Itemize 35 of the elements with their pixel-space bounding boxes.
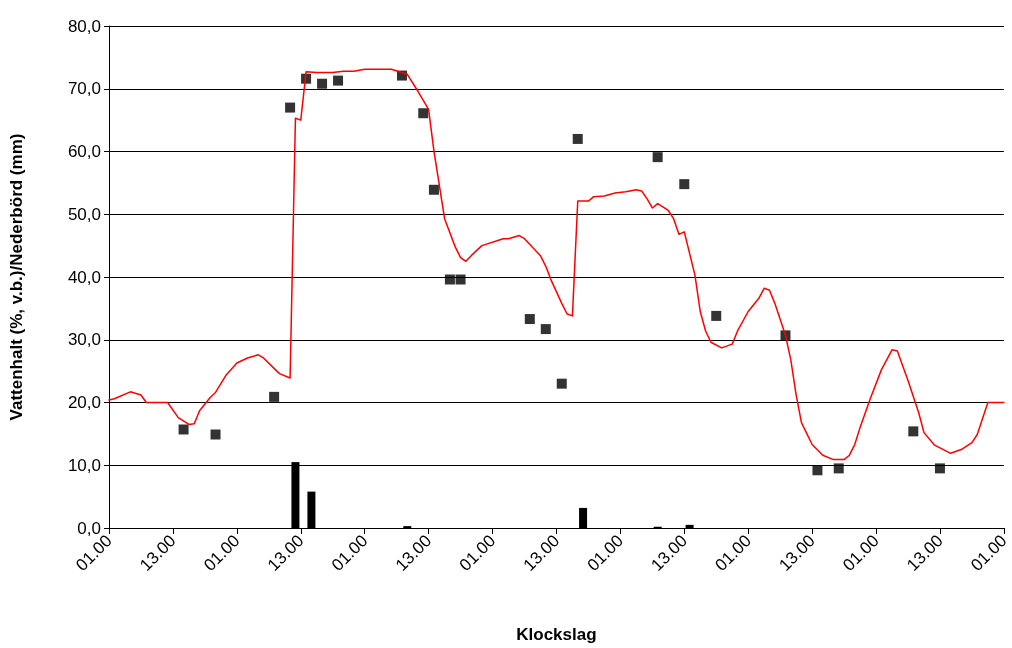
point [812,465,823,476]
y-tick-label: 80,0 [67,16,101,36]
point [572,133,583,144]
point [524,314,535,325]
bar [307,491,316,528]
point [210,429,221,440]
point [540,324,551,335]
point [418,108,429,119]
point [908,426,919,437]
point [428,184,439,195]
y-tick-label: 30,0 [67,330,101,350]
point [178,424,189,435]
point [269,391,280,402]
point [333,75,344,86]
point [833,463,844,474]
y-tick-label: 40,0 [67,267,101,287]
y-axis-title: Vattenhalt (%, v.b.)/Nederbörd (mm) [7,133,26,421]
y-tick-label: 0,0 [77,518,101,538]
y-tick-label: 70,0 [67,79,101,99]
y-tick-label: 60,0 [67,142,101,161]
bar [685,524,694,528]
bar [579,507,588,528]
x-axis-title: Klockslag [516,625,597,644]
point [556,378,567,389]
y-tick-label: 10,0 [67,455,101,475]
y-tick-label: 20,0 [67,393,101,412]
y-tick-label: 50,0 [67,204,101,224]
point [679,179,690,190]
point [455,274,466,285]
point [317,78,328,89]
point [934,463,945,474]
point [444,274,455,285]
point [285,102,296,113]
point [652,152,663,163]
point [711,310,722,321]
